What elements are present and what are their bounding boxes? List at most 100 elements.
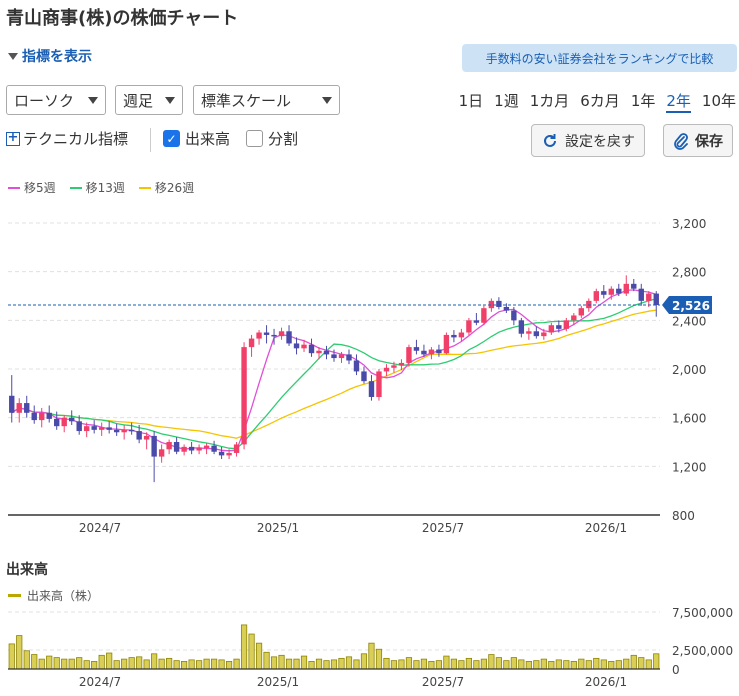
volume-tick-label: 0: [672, 663, 680, 677]
candle-body: [16, 403, 22, 413]
price-tick-label: 1,600: [672, 412, 706, 426]
volume-bar: [285, 658, 293, 670]
candle-body: [241, 347, 247, 445]
volume-checkbox-label: 出来高: [185, 130, 231, 148]
volume-bar: [458, 660, 465, 670]
date-tick-label: 2024/7: [79, 521, 121, 535]
period-1d[interactable]: 1日: [458, 92, 484, 110]
split-checkbox[interactable]: 分割: [246, 128, 298, 149]
candle-body: [511, 310, 517, 321]
candle-body: [323, 350, 330, 355]
candle-body: [211, 445, 217, 452]
scale-select[interactable]: 標準スケール: [193, 85, 340, 115]
legend-ma26-label: 移26週: [154, 181, 195, 195]
volume-bar: [263, 651, 270, 670]
volume-bar: [630, 654, 637, 670]
candle-body: [353, 360, 360, 372]
candle-body: [98, 427, 105, 430]
candle-body: [39, 412, 45, 421]
refresh-icon: [544, 133, 556, 147]
candle-body: [653, 293, 659, 306]
volume-bar: [368, 642, 375, 670]
candle-body: [458, 332, 465, 338]
volume-bar: [196, 660, 203, 670]
volume-bar: [203, 658, 210, 670]
volume-bar: [106, 652, 113, 670]
period-1y[interactable]: 1年: [630, 92, 656, 110]
period-10y[interactable]: 10年: [701, 92, 736, 110]
chevron-down-icon: [88, 96, 98, 104]
plus-icon: +: [6, 129, 20, 146]
volume-bar: [428, 661, 435, 670]
period-6m[interactable]: 6カ月: [580, 92, 620, 110]
candle-body: [451, 334, 457, 338]
volume-bar: [121, 658, 128, 670]
chart-type-value: ローソク: [14, 91, 75, 110]
volume-bar: [390, 660, 398, 670]
candle-body: [226, 452, 232, 456]
volume-bar: [83, 660, 90, 670]
candle-body: [413, 347, 420, 351]
candle-body: [391, 365, 397, 368]
candle-body: [593, 291, 599, 301]
volume-bar: [255, 642, 263, 670]
period-1w[interactable]: 1週: [494, 92, 519, 110]
save-button[interactable]: 保存: [663, 124, 733, 157]
volume-bar: [578, 658, 585, 670]
volume-bar: [38, 658, 45, 670]
empty-checkbox-icon: [246, 130, 263, 147]
scale-value: 標準スケール: [201, 91, 292, 110]
date-tick-label: 2025/7: [422, 521, 464, 535]
candle-body: [91, 426, 97, 430]
candle-body: [368, 381, 375, 397]
candle-body: [233, 444, 240, 453]
volume-bar: [31, 654, 38, 670]
volume-bar: [16, 635, 23, 670]
volume-bar: [360, 653, 368, 670]
volume-bar: [240, 624, 248, 670]
candle-body: [196, 448, 202, 451]
candle-body: [166, 442, 172, 450]
candle-body: [248, 338, 255, 348]
candle-body: [548, 325, 555, 333]
date-tick-label: 2025/1: [257, 521, 299, 535]
volume-bar: [98, 654, 105, 670]
ma13-swatch: [69, 186, 82, 189]
current-price-badge: [662, 296, 712, 315]
price-tick-label: 800: [672, 509, 695, 523]
volume-bar: [480, 658, 487, 670]
candle-body: [383, 367, 390, 372]
volume-bar: [181, 661, 188, 670]
volume-bar: [540, 658, 547, 670]
candle-body: [571, 315, 577, 321]
candle-body: [308, 344, 315, 354]
volume-chart[interactable]: 0 2,500,000 7,500,000 2024/7 2025/1 2025/7 202…: [0, 600, 739, 696]
checkmark-icon: ✓: [163, 130, 180, 147]
show-indicators-toggle[interactable]: 指標を表示: [8, 46, 92, 66]
volume-bar: [323, 660, 330, 670]
volume-bar: [398, 659, 405, 670]
candle-body: [83, 426, 90, 432]
technical-indicator-label: テクニカル指標: [23, 130, 129, 148]
volume-bar: [158, 658, 165, 670]
price-chart[interactable]: 800 1,200 1,600 2,000 2,400 2,800 3,200 2024/7 2…: [0, 205, 739, 535]
period-2y[interactable]: 2年: [666, 90, 691, 113]
volume-bar: [405, 657, 413, 670]
interval-select[interactable]: 週足: [115, 85, 183, 115]
candle-body: [121, 429, 127, 433]
volume-bar: [293, 658, 300, 670]
reset-settings-button[interactable]: 設定を戻す: [531, 124, 645, 157]
candle-body: [376, 371, 382, 397]
candle-body: [278, 331, 285, 337]
broker-ranking-link[interactable]: 手数料の安い証券会社をランキングで比較: [462, 44, 737, 72]
volume-checkbox[interactable]: ✓ 出来高: [163, 128, 230, 149]
period-1m[interactable]: 1カ月: [529, 92, 570, 110]
technical-indicator-button[interactable]: + テクニカル指標: [6, 128, 128, 149]
candle-body: [608, 288, 614, 295]
candle-body: [113, 429, 120, 433]
volume-bar: [555, 659, 562, 670]
candle-body: [443, 334, 450, 354]
chart-type-select[interactable]: ローソク: [6, 85, 106, 115]
current-price-label: 2,526: [672, 299, 710, 313]
price-tick-label: 2,800: [672, 266, 706, 280]
